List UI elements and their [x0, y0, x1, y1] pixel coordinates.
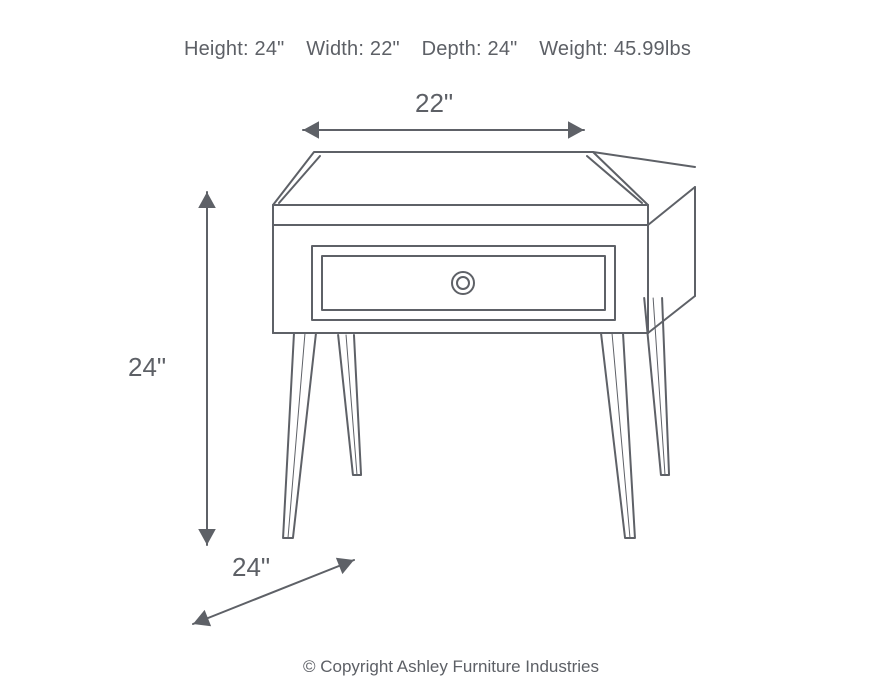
diagram-canvas: Height: 24" Width: 22" Depth: 24" Weight… [0, 0, 875, 700]
copyright-notice: © Copyright Ashley Furniture Industries [303, 657, 599, 677]
width-dimension-label: 22" [415, 88, 453, 119]
depth-dimension-label: 24" [232, 552, 270, 583]
height-dimension-label: 24" [128, 352, 166, 383]
